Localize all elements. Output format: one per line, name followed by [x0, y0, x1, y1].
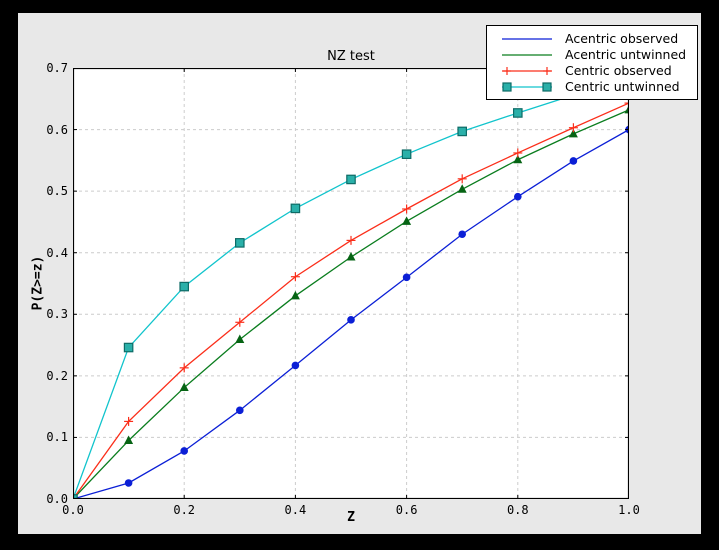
x-tick-label: 0.0: [62, 503, 84, 517]
data-point-acentric-observed: [514, 192, 522, 201]
data-point-centric-untwinned: [290, 203, 301, 214]
data-point-acentric-observed: [347, 316, 355, 324]
data-point-centric-untwinned: [513, 108, 523, 118]
data-point-acentric-untwinned: [290, 290, 300, 300]
y-tick-label: 0.0: [46, 492, 68, 506]
data-point-acentric-untwinned: [624, 104, 629, 114]
legend-item-centric-untwinned: Centric untwinned: [499, 79, 691, 94]
series-acentric-observed: [73, 125, 629, 499]
data-point-centric-observed: [402, 204, 412, 214]
data-point-centric-observed: [179, 363, 189, 373]
tick-marks: [73, 68, 629, 499]
data-point-centric-untwinned: [346, 174, 356, 185]
data-point-acentric-untwinned: [402, 216, 412, 225]
legend-item-acentric-observed: Acentric observed: [499, 31, 691, 46]
data-point-acentric-untwinned: [568, 128, 578, 138]
data-point-centric-observed: [457, 174, 467, 184]
data-point-acentric-untwinned: [457, 184, 467, 193]
data-point-centric-observed: [513, 148, 523, 158]
legend-label: Acentric observed: [565, 31, 679, 46]
data-point-centric-observed: [290, 272, 300, 282]
data-point-centric-observed: [235, 317, 245, 327]
x-tick-label: 1.0: [618, 503, 640, 517]
data-point-acentric-observed: [291, 361, 300, 370]
data-point-acentric-observed: [569, 157, 578, 165]
y-tick-label: 0.7: [46, 61, 68, 75]
y-tick-label: 0.6: [46, 122, 68, 137]
data-point-centric-untwinned: [123, 342, 134, 353]
data-point-acentric-untwinned: [513, 154, 523, 164]
y-tick-label: 0.3: [46, 307, 68, 322]
legend-line-sample-acentric-untwinned: [502, 53, 552, 56]
data-point-centric-untwinned: [235, 238, 245, 248]
y-tick-label: 0.5: [46, 184, 68, 199]
data-point-centric-observed: [624, 98, 629, 108]
plot-background: [73, 68, 629, 499]
legend-item-acentric-untwinned: Acentric untwinned: [499, 47, 691, 62]
x-tick-label: 0.6: [395, 503, 418, 517]
data-point-acentric-observed: [458, 230, 467, 239]
axes-spines: [73, 68, 629, 499]
y-tick-label: 0.2: [46, 368, 68, 383]
data-point-acentric-observed: [124, 479, 133, 487]
y-axis-label: P(Z>=z): [30, 255, 46, 311]
data-point-centric-observed: [346, 235, 356, 245]
legend-label: Centric untwinned: [565, 79, 680, 94]
series-acentric-untwinned: [73, 104, 629, 499]
legend-line-sample-acentric-observed: [502, 37, 552, 40]
data-point-centric-untwinned: [179, 281, 189, 292]
legend-label: Centric observed: [565, 63, 672, 78]
legend-line-sample-centric-untwinned: [502, 81, 552, 92]
data-point-centric-untwinned: [457, 126, 467, 137]
series-centric-observed: [73, 98, 629, 499]
data-point-acentric-untwinned: [179, 382, 189, 392]
chart-title: NZ test: [327, 49, 375, 64]
x-tick-label: 0.2: [173, 503, 196, 517]
data-point-centric-observed: [568, 123, 578, 133]
x-tick-label: 0.4: [284, 503, 307, 517]
legend: Acentric observed Acentric untwinned Centr…: [486, 25, 698, 100]
x-tick-label: 0.8: [506, 503, 529, 517]
y-tick-label: 0.4: [46, 245, 68, 260]
legend-label: Acentric untwinned: [565, 47, 687, 62]
data-point-centric-untwinned: [401, 149, 412, 159]
y-tick-label: 0.1: [46, 430, 68, 445]
data-point-acentric-observed: [402, 273, 411, 282]
data-point-acentric-observed: [180, 447, 188, 455]
plot-area: [73, 68, 629, 499]
x-axis-label: Z: [347, 510, 355, 525]
data-point-acentric-untwinned: [235, 334, 245, 344]
data-point-acentric-observed: [236, 406, 244, 415]
data-point-acentric-untwinned: [124, 435, 134, 445]
data-point-acentric-untwinned: [346, 252, 356, 261]
data-point-centric-observed: [124, 416, 134, 426]
legend-line-sample-centric-observed: [502, 66, 552, 75]
legend-item-centric-observed: Centric observed: [499, 63, 691, 78]
figure-background: NZ test P(Z>=z) Z 0.0 0.2 0.4 0.6 0.8 1.0 0.0…: [18, 13, 701, 534]
